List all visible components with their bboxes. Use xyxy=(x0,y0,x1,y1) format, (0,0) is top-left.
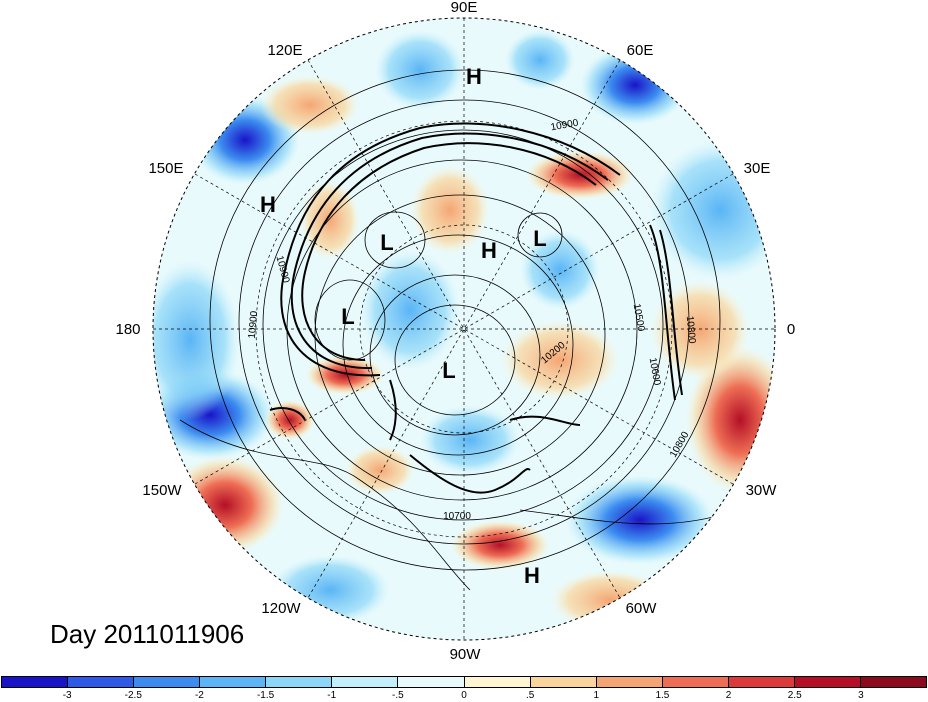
colorbar-tick-label: -3 xyxy=(62,690,72,701)
jet-contours xyxy=(269,122,683,494)
longitude-labels: 90E 60E 30E 0 30W 60W 90W 120W 150W 180 … xyxy=(115,0,795,663)
colorbar-tick-label: -2.5 xyxy=(124,690,142,701)
low-pressure-marker: L xyxy=(533,226,546,251)
colorbar-cell xyxy=(464,677,531,687)
low-pressure-marker: L xyxy=(380,230,393,255)
contour-label: 10900 xyxy=(550,118,580,134)
colorbar-tick-label: -.5 xyxy=(392,690,404,701)
lon-label-150e: 150E xyxy=(148,160,183,177)
colorbar-cell xyxy=(200,677,267,687)
lon-label-180: 180 xyxy=(115,321,140,338)
height-contours xyxy=(179,69,761,591)
lon-label-30e: 30E xyxy=(744,160,771,177)
pressure-system-labels: H H L H L L L H xyxy=(260,64,547,588)
high-pressure-marker: H xyxy=(260,192,276,217)
contour-label: 10800 xyxy=(684,315,697,344)
contour-label: 10900 xyxy=(247,310,260,339)
high-pressure-marker: H xyxy=(481,238,497,263)
lon-label-0: 0 xyxy=(787,321,795,338)
colorbar-tick-label: 3 xyxy=(858,690,864,701)
low-pressure-marker: L xyxy=(442,358,455,383)
polar-stereographic-map: 90E 60E 30E 0 30W 60W 90W 120W 150W 180 … xyxy=(115,0,795,663)
contour-label: 10600 xyxy=(647,357,663,387)
lon-label-120w: 120W xyxy=(261,600,301,617)
colorbar-cell xyxy=(728,677,795,687)
contour-label: 10700 xyxy=(443,511,471,522)
colorbar-cell xyxy=(662,677,729,687)
lon-label-90w: 90W xyxy=(450,646,482,663)
map-boundary xyxy=(152,17,776,641)
colorbar-cell xyxy=(134,677,201,687)
low-pressure-marker: L xyxy=(341,304,354,329)
colorbar-tick-label: 0 xyxy=(461,690,467,701)
contour-label: 10500 xyxy=(631,303,647,333)
lon-label-90e: 90E xyxy=(451,0,478,16)
graticule xyxy=(153,18,775,640)
colorbar-tick-label: 1 xyxy=(593,690,600,701)
colorbar-tick-label: -2 xyxy=(194,690,204,701)
colorbar-tick-label: .5 xyxy=(525,690,535,701)
high-pressure-marker: H xyxy=(466,64,482,89)
colorbar-cell xyxy=(794,677,862,687)
colorbar-cell xyxy=(332,677,399,687)
colorbar-cell xyxy=(2,677,69,687)
colorbar-tick-label: 2.5 xyxy=(787,690,802,701)
lon-label-30w: 30W xyxy=(746,482,778,499)
colorbar-cell xyxy=(861,677,927,687)
colorbar-tick-label: -1 xyxy=(327,690,337,701)
colorbar-tick-label: -1.5 xyxy=(256,690,275,701)
lon-label-150w: 150W xyxy=(142,482,182,499)
colorbar-tick-labels: -3 -2.5 -2 -1.5 -1 -.5 0 .5 1 1.5 2 2.5 3 xyxy=(0,690,928,702)
colorbar-cell xyxy=(596,677,663,687)
colorbar-cell xyxy=(398,677,465,687)
lon-label-120e: 120E xyxy=(267,42,302,59)
colorbar-tick-label: 1.5 xyxy=(655,690,670,701)
lon-label-60e: 60E xyxy=(627,42,654,59)
colorbar-cell xyxy=(68,677,135,687)
colorbar-tick-label: 2 xyxy=(725,690,732,701)
high-pressure-marker: H xyxy=(524,563,540,588)
colorbar-cell xyxy=(530,677,597,687)
colorbar xyxy=(1,676,927,688)
lon-label-60w: 60W xyxy=(626,600,658,617)
colorbar-cell xyxy=(266,677,333,687)
date-label: Day 2011011906 xyxy=(50,619,245,649)
